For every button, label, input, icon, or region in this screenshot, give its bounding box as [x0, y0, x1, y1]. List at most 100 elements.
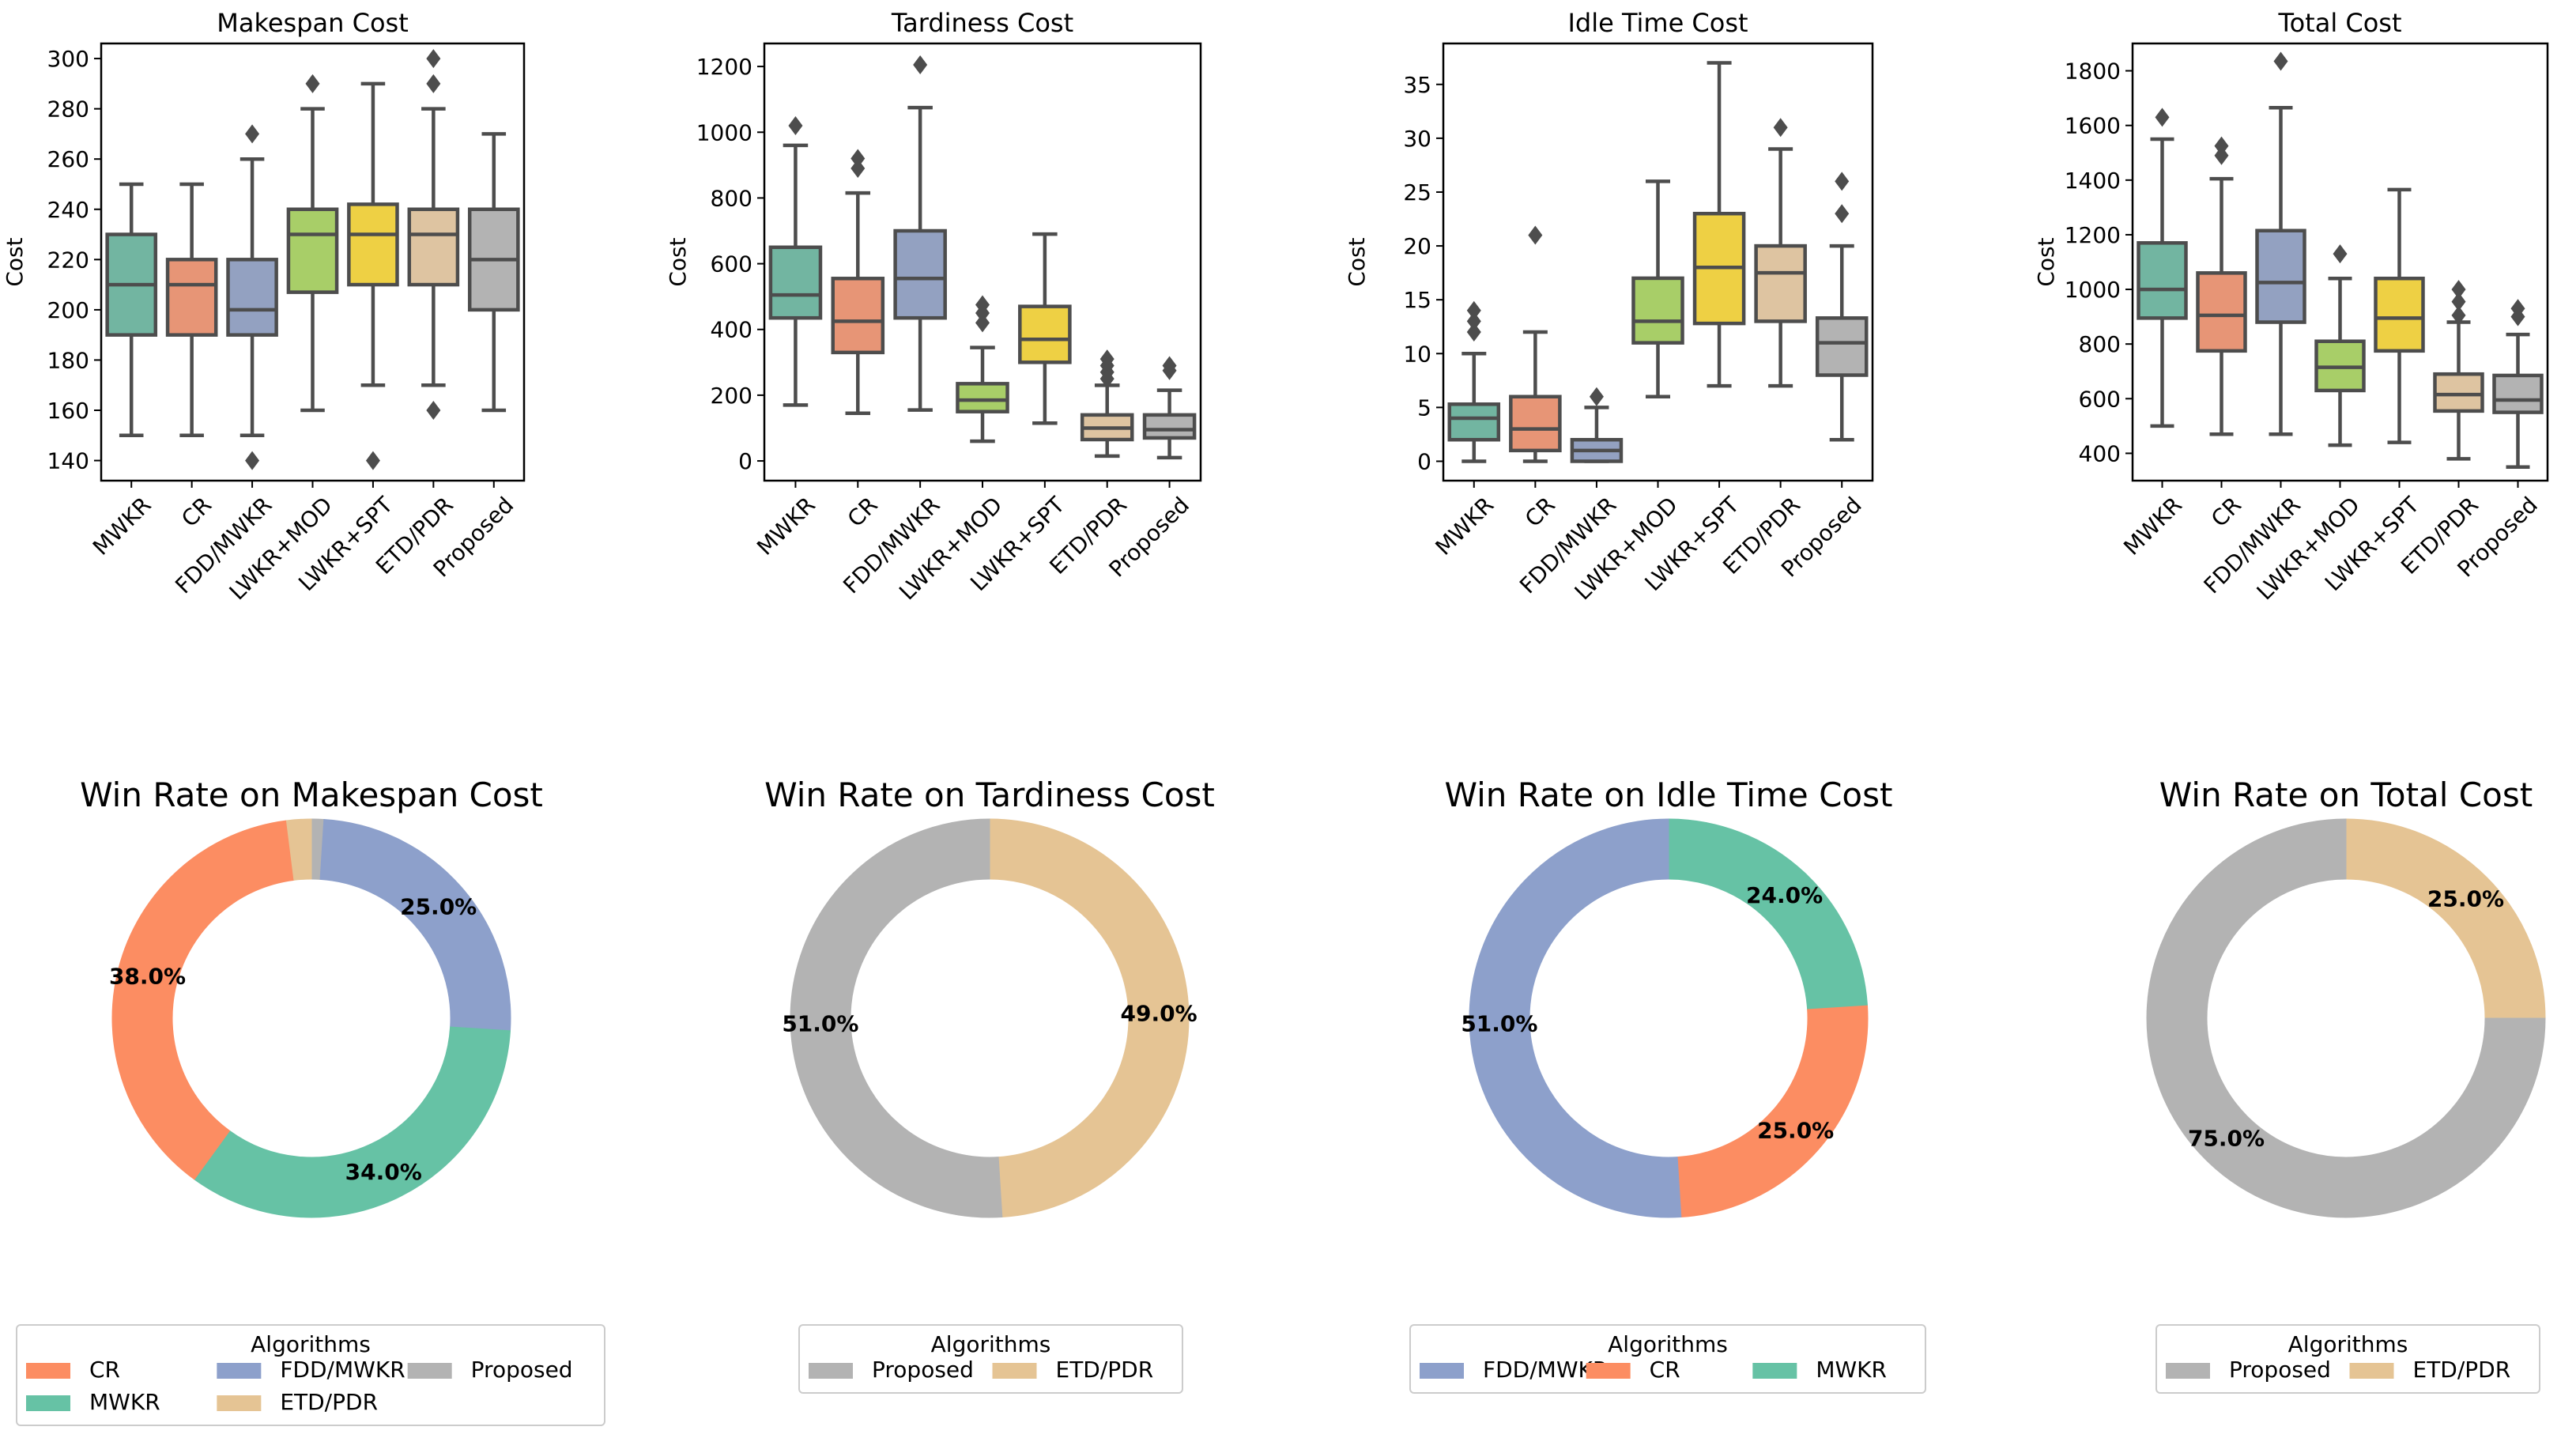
- legend-label: ETD/PDR: [2413, 1357, 2511, 1383]
- iqr-box: [831, 277, 885, 355]
- y-axis-label: Cost: [2033, 237, 2059, 286]
- y-tick-label: 400: [711, 317, 752, 343]
- y-axis-label: Cost: [1344, 237, 1370, 286]
- axes-frame: [100, 42, 526, 482]
- y-tick-label: 15: [1403, 287, 1431, 313]
- percent-label: 25.0%: [400, 893, 477, 919]
- chart-title: Win Rate on Total Cost: [2159, 776, 2533, 814]
- chart-title: Win Rate on Tardiness Cost: [764, 776, 1215, 814]
- box-CR: [1509, 225, 1562, 463]
- box-FDD/MWKR: [1570, 387, 1624, 463]
- box-ETD/PDR: [407, 49, 460, 421]
- iqr-box: [956, 382, 1009, 413]
- y-tick-label: 25: [1403, 179, 1431, 206]
- outlier-point: [1835, 172, 1850, 191]
- legend-label: FDD/MWKR: [280, 1357, 405, 1383]
- slice-CR: [111, 820, 295, 1180]
- percent-label: 38.0%: [109, 964, 186, 990]
- y-tick-label: 220: [47, 247, 89, 273]
- outlier-point: [850, 149, 866, 168]
- y-tick-label: 1200: [696, 54, 752, 80]
- box-LWKR+SPT: [1018, 232, 1072, 425]
- chart-title: Tardiness Cost: [891, 8, 1073, 38]
- box-FDD/MWKR: [2255, 51, 2306, 436]
- chart-title: Win Rate on Idle Time Cost: [1445, 776, 1893, 814]
- y-axis-label: Cost: [665, 237, 691, 286]
- box-chart-1: Tardiness Cost Cost 0 200 400 600 800 1000 1200 M…: [665, 8, 1202, 605]
- outlier-point: [1162, 360, 1177, 380]
- outlier-point: [2451, 292, 2466, 311]
- legend-frame: [798, 1324, 1183, 1394]
- outlier-point: [1466, 311, 1481, 331]
- y-tick-label: 800: [2079, 331, 2121, 357]
- legend-swatch-Proposed: [407, 1363, 452, 1379]
- y-tick-label: 5: [1417, 394, 1431, 421]
- slice-ETD/PDR: [989, 818, 1190, 1218]
- outlier-point: [2155, 108, 2170, 127]
- box-LWKR+SPT: [347, 81, 399, 470]
- legend-swatch-ETD/PDR: [2349, 1363, 2394, 1379]
- donut-chart-0: Win Rate on Makespan Cost 25.0% 34.0% 38.0%: [80, 776, 543, 1218]
- box-MWKR: [1447, 300, 1501, 463]
- box-CR: [2196, 136, 2247, 436]
- iqr-box: [165, 258, 218, 337]
- slice-FDD/MWKR: [319, 818, 511, 1032]
- iqr-box: [286, 207, 339, 294]
- donut-chart-2: Win Rate on Idle Time Cost 24.0% 25.0% 51.0…: [1445, 776, 1893, 1218]
- outlier-point: [1773, 118, 1788, 138]
- slice-ETD/PDR: [285, 818, 312, 881]
- legend-label: ETD/PDR: [1056, 1357, 1154, 1383]
- box-chart-0: Makespan Cost Cost 140 160 180 200 220 240 260 28…: [2, 8, 526, 605]
- percent-label: 75.0%: [2188, 1125, 2265, 1151]
- legend-frame: [2155, 1324, 2540, 1394]
- box-ETD/PDR: [1080, 349, 1134, 459]
- y-tick-label: 1800: [2065, 59, 2121, 85]
- legend-label: CR: [89, 1357, 120, 1383]
- y-tick-label: 180: [47, 347, 89, 373]
- iqr-box: [2196, 271, 2247, 353]
- y-tick-label: 20: [1403, 233, 1431, 259]
- outlier-point: [1099, 369, 1115, 389]
- outlier-point: [913, 55, 928, 75]
- legend-swatch-ETD/PDR: [992, 1363, 1037, 1379]
- y-tick-label: 160: [47, 398, 89, 424]
- iqr-box: [2137, 241, 2188, 320]
- iqr-box: [2255, 228, 2306, 324]
- y-tick-label: 0: [1417, 448, 1431, 474]
- outlier-point: [2451, 280, 2466, 300]
- legend-swatch-Proposed: [2166, 1363, 2210, 1379]
- outlier-point: [1466, 300, 1481, 320]
- box-FDD/MWKR: [893, 55, 947, 412]
- outlier-point: [2333, 244, 2348, 264]
- y-tick-label: 200: [47, 297, 89, 323]
- chart-title: Win Rate on Makespan Cost: [80, 776, 543, 814]
- percent-label: 34.0%: [345, 1159, 422, 1185]
- outlier-point: [245, 124, 260, 144]
- iqr-box: [1509, 394, 1562, 453]
- chart-title: Makespan Cost: [217, 8, 408, 38]
- y-axis-label: Cost: [2, 237, 28, 286]
- legend-label: Proposed: [872, 1357, 974, 1383]
- legend-label: MWKR: [89, 1389, 160, 1415]
- percent-label: 49.0%: [1121, 1000, 1197, 1026]
- legend-frame: [16, 1324, 605, 1426]
- box-MWKR: [768, 115, 823, 407]
- outlier-point: [426, 401, 441, 421]
- legend-label: ETD/PDR: [280, 1389, 378, 1415]
- y-tick-label: 600: [2079, 386, 2121, 412]
- percent-label: 51.0%: [782, 1011, 858, 1037]
- y-tick-label: 0: [738, 448, 752, 474]
- axes-frame: [763, 42, 1202, 482]
- legend-swatch-CR: [1586, 1363, 1631, 1379]
- outlier-point: [305, 74, 320, 93]
- iqr-box: [226, 258, 278, 337]
- slice-MWKR: [1668, 818, 1869, 1010]
- legend-swatch-MWKR: [1752, 1363, 1797, 1379]
- y-tick-label: 10: [1403, 341, 1431, 367]
- legend-label: Proposed: [471, 1357, 573, 1383]
- legend-swatch-Proposed: [809, 1363, 853, 1379]
- percent-label: 25.0%: [1757, 1118, 1834, 1144]
